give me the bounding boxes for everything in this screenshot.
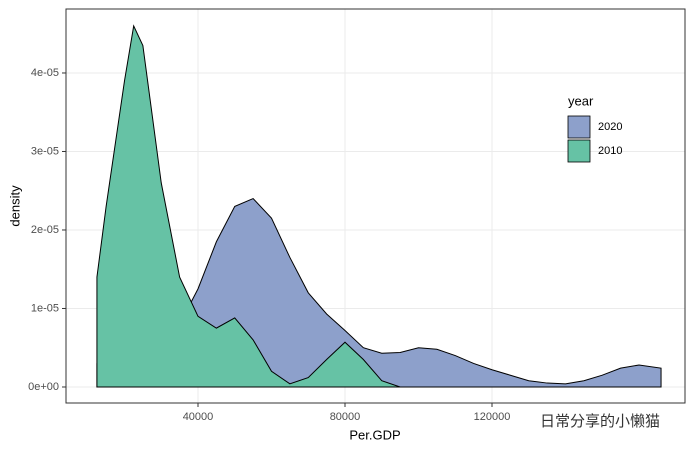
x-tick-label: 80000 <box>330 411 361 423</box>
y-tick-label: 0e+00 <box>28 381 59 393</box>
x-tick-label: 120000 <box>474 411 511 423</box>
y-tick-label: 1e-05 <box>31 302 59 314</box>
y-axis-title: density <box>7 185 22 227</box>
y-tick-label: 4e-05 <box>31 67 59 79</box>
density-area <box>96 24 401 388</box>
legend-label: 2010 <box>598 145 622 157</box>
y-tick-label: 3e-05 <box>31 145 59 157</box>
y-tick-label: 2e-05 <box>31 224 59 236</box>
legend-label: 2020 <box>598 121 622 133</box>
legend-swatch <box>567 139 591 163</box>
x-axis-title: Per.GDP <box>349 427 400 442</box>
legend-title: year <box>568 93 594 108</box>
x-tick-label: 40000 <box>183 411 214 423</box>
panel-border <box>65 8 686 404</box>
legend-swatch <box>567 115 591 139</box>
watermark: 日常分享的小懒猫 <box>540 413 660 430</box>
